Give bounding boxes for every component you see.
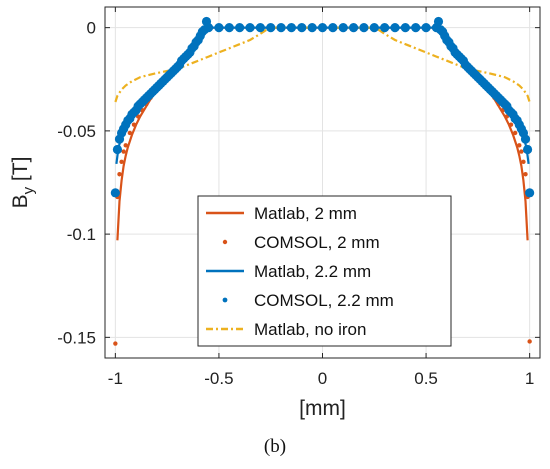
data-point (255, 23, 265, 33)
data-point (328, 23, 338, 33)
y-tick-label: 0 (87, 19, 96, 38)
data-point (117, 172, 122, 177)
data-point (338, 23, 348, 33)
data-point (235, 23, 245, 33)
data-point (119, 159, 124, 165)
data-point (521, 159, 526, 165)
legend-marker-1 (222, 239, 228, 245)
data-point (359, 23, 369, 33)
data-point (110, 188, 120, 198)
legend-label-1: COMSOL, 2 mm (254, 233, 380, 252)
x-axis-label: [mm] (299, 397, 346, 420)
data-point (525, 188, 535, 198)
x-tick-label: -1 (108, 369, 123, 388)
legend-marker-3 (222, 297, 228, 303)
data-point (317, 23, 328, 33)
legend-label-2: Matlab, 2.2 mm (254, 262, 371, 281)
data-point (131, 122, 137, 127)
data-point (203, 23, 214, 33)
data-point (307, 23, 317, 33)
data-point (522, 144, 533, 155)
data-point (519, 149, 524, 154)
data-point (411, 23, 421, 33)
legend: Matlab, 2 mm COMSOL, 2 mm Matlab, 2.2 mm CO… (197, 195, 452, 347)
data-point (112, 144, 123, 155)
data-point (400, 23, 410, 33)
chart: -1 -0.5 0 0.5 1 0 -0.05 -0.1 -0.15 [mm] By [T] Matl… (9, 6, 541, 420)
data-point (523, 172, 528, 177)
x-tick-label: 1 (525, 369, 534, 388)
figure-caption: (b) (263, 436, 287, 457)
data-point (380, 23, 390, 33)
data-point (266, 23, 276, 33)
x-tick-label: 0 (318, 369, 327, 388)
data-point (527, 339, 532, 344)
y-tick-label: -0.05 (57, 122, 96, 141)
data-point (433, 16, 444, 27)
data-point (297, 23, 307, 33)
data-point (512, 130, 518, 136)
x-tick-label: -0.5 (204, 369, 233, 388)
data-point (121, 149, 126, 154)
series-group (110, 16, 535, 346)
data-point (245, 23, 255, 33)
data-point (520, 134, 531, 144)
data-point (369, 23, 379, 33)
legend-label-3: COMSOL, 2.2 mm (254, 291, 394, 310)
data-point (508, 122, 514, 127)
x-tick-label: 0.5 (414, 369, 438, 388)
y-tick-label: -0.1 (67, 225, 96, 244)
data-point (224, 23, 234, 33)
data-point (348, 23, 359, 33)
data-point (390, 23, 400, 33)
y-axis-label: By [T] (9, 157, 37, 209)
data-point (517, 143, 522, 148)
legend-label-0: Matlab, 2 mm (254, 204, 357, 223)
legend-label-4: Matlab, no iron (254, 320, 366, 339)
data-point (127, 130, 133, 136)
data-point (214, 23, 224, 33)
data-point (113, 341, 118, 346)
data-point (276, 23, 286, 33)
data-point (123, 143, 128, 148)
data-point (421, 23, 431, 33)
data-point (286, 23, 297, 33)
y-tick-label: -0.15 (57, 328, 96, 347)
